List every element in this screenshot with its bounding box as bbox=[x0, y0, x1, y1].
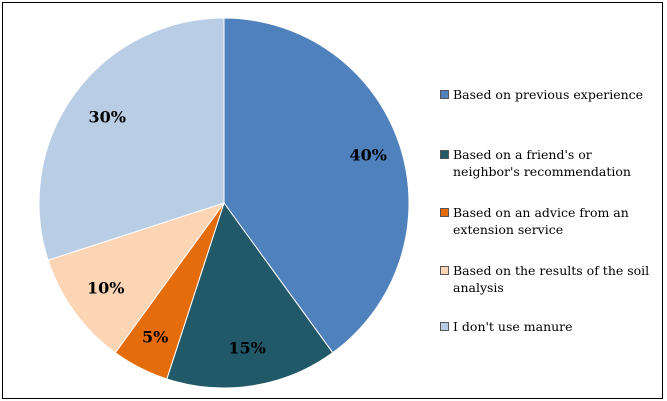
pie-slice-4 bbox=[38, 17, 225, 261]
legend-swatch-3 bbox=[440, 266, 449, 275]
legend-swatch-4 bbox=[440, 322, 449, 331]
legend-item-0: Based on previous experience bbox=[440, 86, 660, 103]
legend-label-0: Based on previous experience bbox=[453, 87, 644, 102]
pie-slice-1 bbox=[166, 201, 334, 389]
pie-slice-label-2: 5% bbox=[142, 328, 168, 347]
pie-slice-0 bbox=[223, 17, 410, 354]
legend-item-1: Based on a friend's or neighbor's recomm… bbox=[440, 146, 660, 180]
legend-label-2: Based on an advice from an extension ser… bbox=[453, 205, 629, 237]
legend-item-2: Based on an advice from an extension ser… bbox=[440, 204, 660, 238]
legend-label-4: I don't use manure bbox=[453, 319, 573, 334]
legend-item-3: Based on the results of the soil analysi… bbox=[440, 262, 660, 296]
legend-item-4: I don't use manure bbox=[440, 318, 660, 335]
legend-label-3: Based on the results of the soil analysi… bbox=[453, 263, 650, 295]
pie-slice-label-1: 15% bbox=[228, 339, 265, 358]
pie-slice-label-3: 10% bbox=[87, 278, 124, 297]
pie-slice-label-0: 40% bbox=[350, 146, 387, 165]
legend-swatch-2 bbox=[440, 208, 449, 217]
legend-swatch-0 bbox=[440, 90, 449, 99]
legend-label-1: Based on a friend's or neighbor's recomm… bbox=[453, 147, 631, 179]
legend-swatch-1 bbox=[440, 150, 449, 159]
pie-slice-label-4: 30% bbox=[89, 108, 126, 127]
pie-slice-3 bbox=[47, 202, 226, 354]
